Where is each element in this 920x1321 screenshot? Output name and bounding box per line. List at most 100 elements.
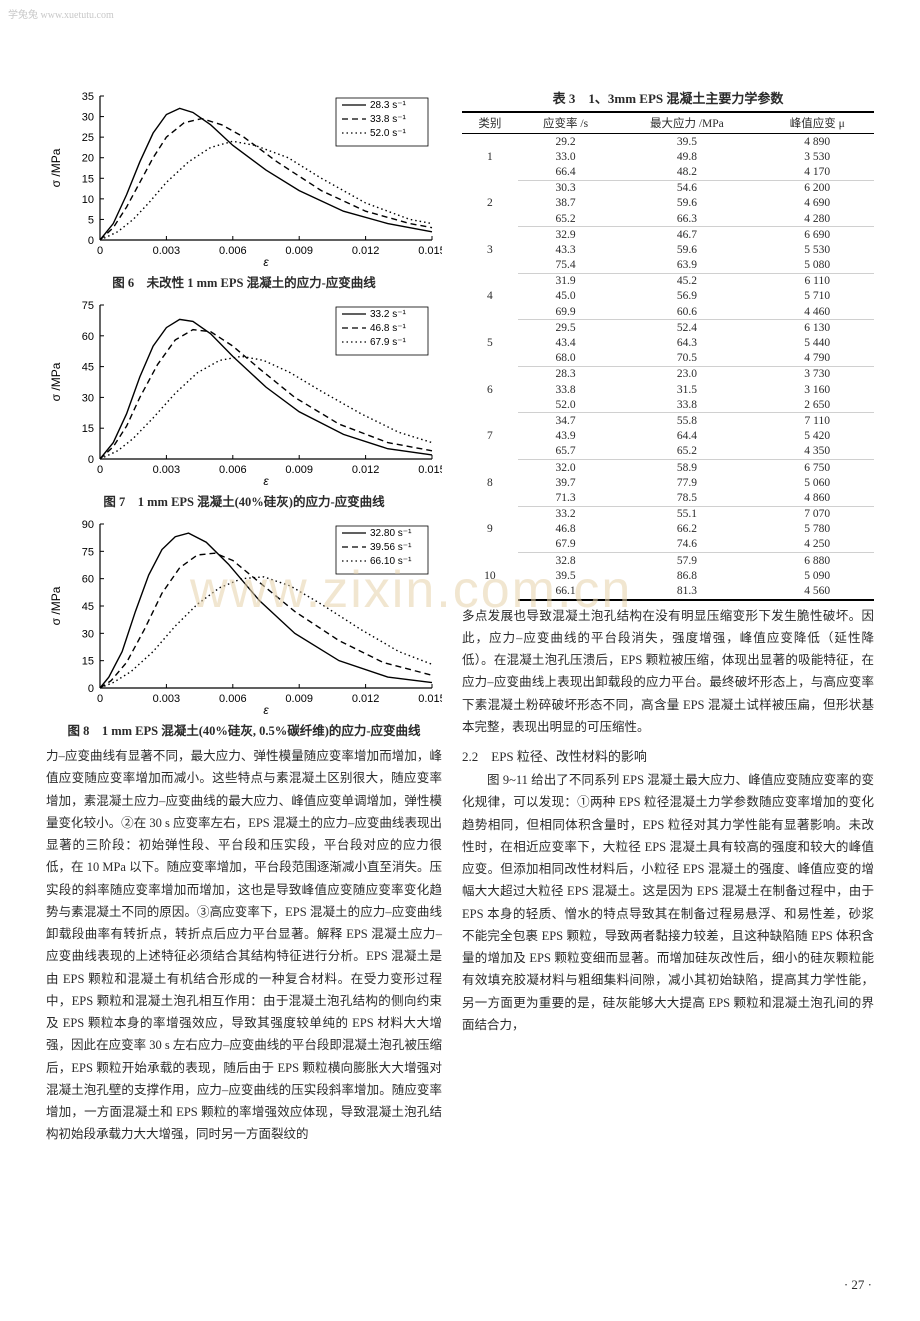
table-row: 43.464.35 440 (462, 335, 874, 350)
svg-text:ε: ε (263, 703, 269, 716)
svg-text:0.015: 0.015 (418, 245, 442, 257)
table-cell: 4 280 (760, 211, 874, 227)
table-row: 67.974.64 250 (462, 537, 874, 553)
table-cell: 6 200 (760, 180, 874, 196)
table-row: 38.759.64 690 (462, 196, 874, 211)
watermark-small: 学兔兔 www.xuetutu.com (8, 6, 114, 21)
table-cell: 29.5 (518, 320, 613, 336)
page-columns: 0510152025303500.0030.0060.0090.0120.015… (46, 88, 874, 1146)
svg-text:σ /MPa: σ /MPa (49, 362, 63, 401)
svg-text:45: 45 (82, 362, 94, 374)
table-cell: 31.5 (613, 382, 760, 397)
table-cell: 66.2 (613, 522, 760, 537)
table-cell: 45.0 (518, 289, 613, 304)
table-cell: 65.2 (613, 444, 760, 460)
table-cell: 63.9 (613, 258, 760, 274)
table-cell: 86.8 (613, 568, 760, 583)
table-category-cell: 4 (462, 273, 518, 320)
table-category-cell: 1 (462, 134, 518, 181)
table-category-cell: 8 (462, 459, 518, 506)
svg-text:0.009: 0.009 (285, 693, 313, 705)
table-cell: 70.5 (613, 351, 760, 367)
table-cell: 57.9 (613, 553, 760, 569)
svg-text:0: 0 (97, 245, 103, 257)
table-row: 66.448.24 170 (462, 164, 874, 180)
svg-text:0.003: 0.003 (153, 693, 181, 705)
table-cell: 60.6 (613, 304, 760, 320)
figure-6-caption: 图 6 未改性 1 mm EPS 混凝土的应力-应变曲线 (46, 272, 442, 291)
svg-text:33.8 s⁻¹: 33.8 s⁻¹ (370, 114, 407, 125)
right-paragraph-1: 多点发展也导致混凝土泡孔结构在没有明显压缩变形下发生脆性破坏。因此，应力–应变曲… (462, 609, 874, 734)
table-cell: 49.8 (613, 149, 760, 164)
table-cell: 65.2 (518, 211, 613, 227)
table-cell: 32.9 (518, 227, 613, 243)
left-column: 0510152025303500.0030.0060.0090.0120.015… (46, 88, 442, 1146)
table-cell: 71.3 (518, 490, 613, 506)
table-cell: 67.9 (518, 537, 613, 553)
svg-text:0.009: 0.009 (285, 464, 313, 476)
svg-text:10: 10 (82, 194, 94, 206)
table-cell: 39.5 (613, 134, 760, 150)
table-cell: 65.7 (518, 444, 613, 460)
table-cell: 3 730 (760, 366, 874, 382)
table-row: 75.463.95 080 (462, 258, 874, 274)
table-cell: 59.6 (613, 196, 760, 211)
table-cell: 45.2 (613, 273, 760, 289)
svg-text:52.0 s⁻¹: 52.0 s⁻¹ (370, 128, 407, 139)
svg-text:0.003: 0.003 (153, 464, 181, 476)
table-cell: 3 160 (760, 382, 874, 397)
table-cell: 6 690 (760, 227, 874, 243)
table-cell: 3 530 (760, 149, 874, 164)
table-cell: 4 690 (760, 196, 874, 211)
table-cell: 6 130 (760, 320, 874, 336)
table-row: 431.945.26 110 (462, 273, 874, 289)
table-cell: 5 060 (760, 475, 874, 490)
svg-text:0: 0 (97, 693, 103, 705)
figure-6: 0510152025303500.0030.0060.0090.0120.015… (46, 88, 442, 291)
svg-text:0.015: 0.015 (418, 693, 442, 705)
table-cell: 33.8 (613, 397, 760, 413)
table-cell: 43.3 (518, 242, 613, 257)
svg-text:75: 75 (82, 300, 94, 312)
table-row: 52.033.82 650 (462, 397, 874, 413)
svg-text:0.015: 0.015 (418, 464, 442, 476)
svg-text:30: 30 (82, 628, 94, 640)
table-cell: 5 420 (760, 429, 874, 444)
table-cell: 31.9 (518, 273, 613, 289)
table-cell: 34.7 (518, 413, 613, 429)
section-2-2-heading: 2.2 EPS 粒径、改性材料的影响 (462, 746, 874, 765)
table-cell: 77.9 (613, 475, 760, 490)
table-cell: 4 790 (760, 351, 874, 367)
table-row: 332.946.76 690 (462, 227, 874, 243)
table-cell: 46.7 (613, 227, 760, 243)
table-cell: 33.0 (518, 149, 613, 164)
table-cell: 39.7 (518, 475, 613, 490)
svg-text:0.009: 0.009 (285, 245, 313, 257)
table-row: 43.964.45 420 (462, 429, 874, 444)
table-row: 529.552.46 130 (462, 320, 874, 336)
table-row: 832.058.96 750 (462, 459, 874, 475)
svg-text:60: 60 (82, 574, 94, 586)
svg-text:0: 0 (97, 464, 103, 476)
svg-text:45: 45 (82, 601, 94, 613)
table-cell: 6 750 (760, 459, 874, 475)
svg-text:90: 90 (82, 519, 94, 531)
table-3-title: 表 3 1、3mm EPS 混凝土主要力学参数 (462, 88, 874, 107)
table-cell: 30.3 (518, 180, 613, 196)
svg-text:39.56 s⁻¹: 39.56 s⁻¹ (370, 542, 412, 553)
svg-text:0: 0 (88, 454, 94, 466)
table-category-cell: 7 (462, 413, 518, 460)
table-header: 峰值应变 μ (760, 112, 874, 134)
table-cell: 4 350 (760, 444, 874, 460)
table-cell: 43.4 (518, 335, 613, 350)
table-header: 类别 (462, 112, 518, 134)
table-cell: 66.4 (518, 164, 613, 180)
left-body-text: 力–应变曲线有显著不同，最大应力、弹性模量随应变率增加而增加，峰值应变随应变率增… (46, 745, 442, 1146)
table-cell: 7 070 (760, 506, 874, 522)
svg-text:32.80 s⁻¹: 32.80 s⁻¹ (370, 528, 412, 539)
table-cell: 5 530 (760, 242, 874, 257)
table-category-cell: 9 (462, 506, 518, 553)
table-cell: 46.8 (518, 522, 613, 537)
table-cell: 75.4 (518, 258, 613, 274)
right-body-text-1: 多点发展也导致混凝土泡孔结构在没有明显压缩变形下发生脆性破坏。因此，应力–应变曲… (462, 605, 874, 739)
